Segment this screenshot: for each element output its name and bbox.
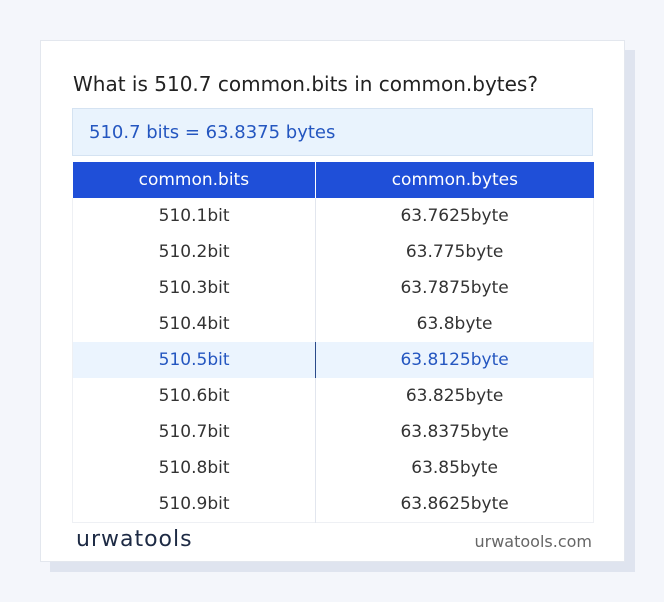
table-body: 510.1bit 63.7625byte 510.2bit 63.775byte 510… — [72, 198, 594, 523]
table-cell: 63.8byte — [416, 314, 493, 334]
converter-card: What is 510.7 common.bits in common.byte… — [40, 40, 625, 562]
table-cell: 510.6bit — [72, 378, 317, 414]
table-cell: 63.8375byte — [400, 422, 509, 442]
table-row: 510.6bit 63.825byte — [72, 378, 594, 414]
table-cell: 63.8125byte — [315, 342, 594, 378]
site-link[interactable]: urwatools.com — [474, 532, 593, 551]
table-cell: 510.9bit — [72, 486, 317, 523]
table-cell: 510.1bit — [72, 198, 317, 234]
column-header: common.bytes — [315, 162, 594, 198]
header-row: common.bits common.bytes — [72, 162, 594, 198]
table-cell: 510.7bit — [72, 414, 317, 450]
table-row: 510.1bit 63.7625byte — [72, 198, 594, 234]
table-cell: 63.85byte — [411, 458, 498, 478]
table-cell: 510.8bit — [72, 450, 317, 486]
logo[interactable]: urwatools — [76, 527, 193, 552]
column-header: common.bits — [72, 162, 317, 198]
table-row: 510.3bit 63.7875byte — [72, 270, 594, 306]
table-cell: 63.7875byte — [400, 278, 509, 298]
table-row: 510.9bit 63.8625byte — [72, 486, 594, 523]
table-row: 510.2bit 63.775byte — [72, 234, 594, 270]
table-row: 510.7bit 63.8375byte — [72, 414, 594, 450]
table-row: 510.5bit 63.8125byte — [72, 342, 594, 378]
title: What is 510.7 common.bits in common.byte… — [73, 72, 538, 96]
table-cell: 63.825byte — [405, 386, 504, 406]
result-box: 510.7 bits = 63.8375 bytes — [72, 108, 593, 156]
table-cell: 63.7625byte — [400, 206, 509, 226]
table-cell: 510.2bit — [72, 234, 317, 270]
table-row: 510.8bit 63.85byte — [72, 450, 594, 486]
table-cell: 510.5bit — [72, 342, 317, 378]
conversion-table: common.bits common.bytes 510.1bit 63.7625… — [72, 162, 594, 523]
table-row: 510.4bit 63.8byte — [72, 306, 594, 342]
table-cell: 510.4bit — [72, 306, 317, 342]
table-cell: 63.775byte — [405, 242, 504, 262]
table-cell: 510.3bit — [72, 270, 317, 306]
table-cell: 63.8625byte — [400, 494, 509, 514]
